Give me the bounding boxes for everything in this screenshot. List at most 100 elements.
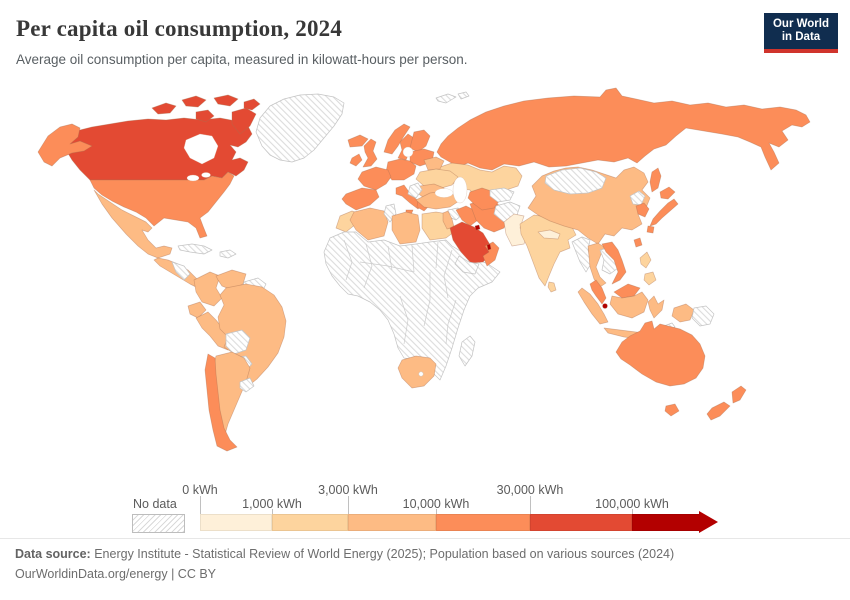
country-singapore[interactable] — [602, 303, 608, 309]
country-japan-honshu[interactable] — [649, 198, 679, 227]
country-mexico[interactable] — [93, 189, 173, 259]
legend-bin-30000-100000[interactable] — [530, 514, 632, 531]
africa-internal-borders — [343, 239, 457, 345]
region-honduras-nicaragua[interactable] — [171, 261, 191, 281]
country-algeria[interactable] — [349, 207, 389, 241]
chart-subtitle: Average oil consumption per capita, meas… — [16, 52, 468, 67]
country-france[interactable] — [357, 166, 392, 191]
region-svalbard[interactable] — [435, 93, 457, 104]
legend-tickmark — [272, 509, 273, 514]
country-finland[interactable] — [409, 129, 431, 153]
region-tasmania[interactable] — [664, 403, 680, 417]
great-lakes-east — [201, 172, 211, 178]
legend-tickmark — [632, 509, 633, 514]
region-new-zealand-north[interactable] — [731, 385, 747, 404]
country-madagascar[interactable] — [458, 335, 476, 367]
region-malaysia-borneo[interactable] — [613, 283, 641, 299]
license-line[interactable]: OurWorldinData.org/energy | CC BY — [15, 567, 217, 581]
region-indonesia-west-papua[interactable] — [671, 303, 695, 323]
arctic-island[interactable] — [243, 98, 261, 111]
lake-lesotho-cutout — [418, 371, 424, 377]
country-ecuador[interactable] — [187, 301, 207, 319]
country-libya[interactable] — [391, 211, 421, 245]
caspian-sea — [452, 176, 468, 204]
legend-tick-10k: 10,000 kWh — [402, 497, 470, 511]
region-svalbard-east[interactable] — [457, 91, 470, 100]
country-russia[interactable] — [436, 87, 811, 171]
country-yemen[interactable] — [454, 255, 480, 275]
country-vietnam[interactable] — [601, 241, 627, 285]
page-title: Per capita oil consumption, 2024 — [16, 16, 343, 41]
legend-bin-10000-30000[interactable] — [436, 514, 530, 531]
country-ukraine[interactable] — [415, 168, 459, 190]
region-new-zealand-south[interactable] — [706, 401, 731, 421]
country-sri-lanka[interactable] — [547, 281, 557, 293]
region-sub-saharan-africa[interactable] — [323, 231, 501, 381]
legend-tick-3k: 3,000 kWh — [318, 483, 378, 497]
country-chile[interactable] — [204, 353, 238, 452]
country-bolivia[interactable] — [225, 329, 251, 355]
country-south-korea[interactable] — [635, 202, 650, 218]
owid-logo-line1: Our World — [772, 17, 829, 30]
country-united-states[interactable] — [89, 171, 235, 239]
country-qatar[interactable] — [486, 243, 492, 251]
country-norway[interactable] — [383, 123, 411, 155]
arctic-island[interactable] — [213, 94, 239, 107]
country-cuba[interactable] — [177, 243, 213, 255]
region-indonesia-sumatra[interactable] — [577, 287, 609, 325]
legend-tick-100k: 100,000 kWh — [595, 497, 669, 511]
region-philippines-luzon[interactable] — [639, 251, 652, 269]
footer-divider — [0, 538, 850, 539]
country-malaysia[interactable] — [589, 279, 607, 305]
country-mongolia[interactable] — [544, 167, 607, 195]
arctic-island[interactable] — [151, 102, 177, 115]
legend-bin-1000-3000[interactable] — [272, 514, 348, 531]
country-north-korea[interactable] — [629, 190, 646, 206]
data-source-label: Data source: — [15, 547, 91, 561]
country-japan-kyushu[interactable] — [646, 225, 655, 234]
country-japan-hokkaido[interactable] — [659, 186, 676, 200]
country-greenland[interactable] — [255, 93, 345, 163]
country-thailand[interactable] — [587, 242, 607, 288]
country-south-africa[interactable] — [397, 355, 437, 389]
country-kuwait[interactable] — [474, 224, 481, 231]
legend-bin-0-1000[interactable] — [200, 514, 272, 531]
region-hispaniola[interactable] — [219, 249, 237, 259]
owid-logo-line2: in Data — [781, 31, 821, 43]
legend-tickmark — [348, 496, 349, 514]
country-united-kingdom[interactable] — [362, 138, 378, 168]
region-alaska[interactable] — [37, 123, 93, 167]
region-uzbekistan-central-asia[interactable] — [489, 187, 515, 203]
arctic-island-baffin[interactable] — [231, 107, 257, 135]
region-philippines-mindanao[interactable] — [643, 271, 657, 286]
region-western-balkans[interactable] — [407, 182, 423, 199]
country-canada-islands[interactable] — [151, 94, 261, 135]
country-belarus[interactable] — [423, 156, 445, 171]
country-iceland[interactable] — [347, 134, 369, 148]
region-indonesia-kalimantan[interactable] — [609, 291, 649, 319]
region-indonesia-sulawesi[interactable] — [647, 295, 665, 319]
great-lakes — [186, 174, 200, 182]
country-canada[interactable] — [61, 117, 253, 181]
data-source-line: Data source: Energy Institute - Statisti… — [15, 547, 674, 561]
country-ireland[interactable] — [349, 153, 363, 167]
region-sakhalin[interactable] — [649, 167, 662, 193]
country-taiwan[interactable] — [633, 237, 643, 248]
baltic-sea — [402, 146, 414, 158]
arctic-island[interactable] — [195, 109, 215, 123]
country-uruguay[interactable] — [239, 377, 255, 393]
region-iberia[interactable] — [341, 187, 380, 211]
country-papua-new-guinea[interactable] — [691, 305, 715, 327]
owid-logo[interactable]: Our World in Data — [764, 13, 838, 53]
country-australia[interactable] — [615, 320, 706, 387]
legend-no-data-label: No data — [133, 497, 177, 511]
country-nepal[interactable] — [537, 229, 561, 240]
legend-bin-100000-plus[interactable] — [632, 514, 700, 531]
legend-no-data-swatch[interactable] — [132, 514, 185, 533]
arctic-island[interactable] — [181, 95, 207, 108]
legend-tick-30k: 30,000 kWh — [496, 483, 564, 497]
region-oman-uae[interactable] — [482, 241, 500, 267]
legend-tickmark — [530, 496, 531, 514]
legend-bin-3000-10000[interactable] — [348, 514, 436, 531]
